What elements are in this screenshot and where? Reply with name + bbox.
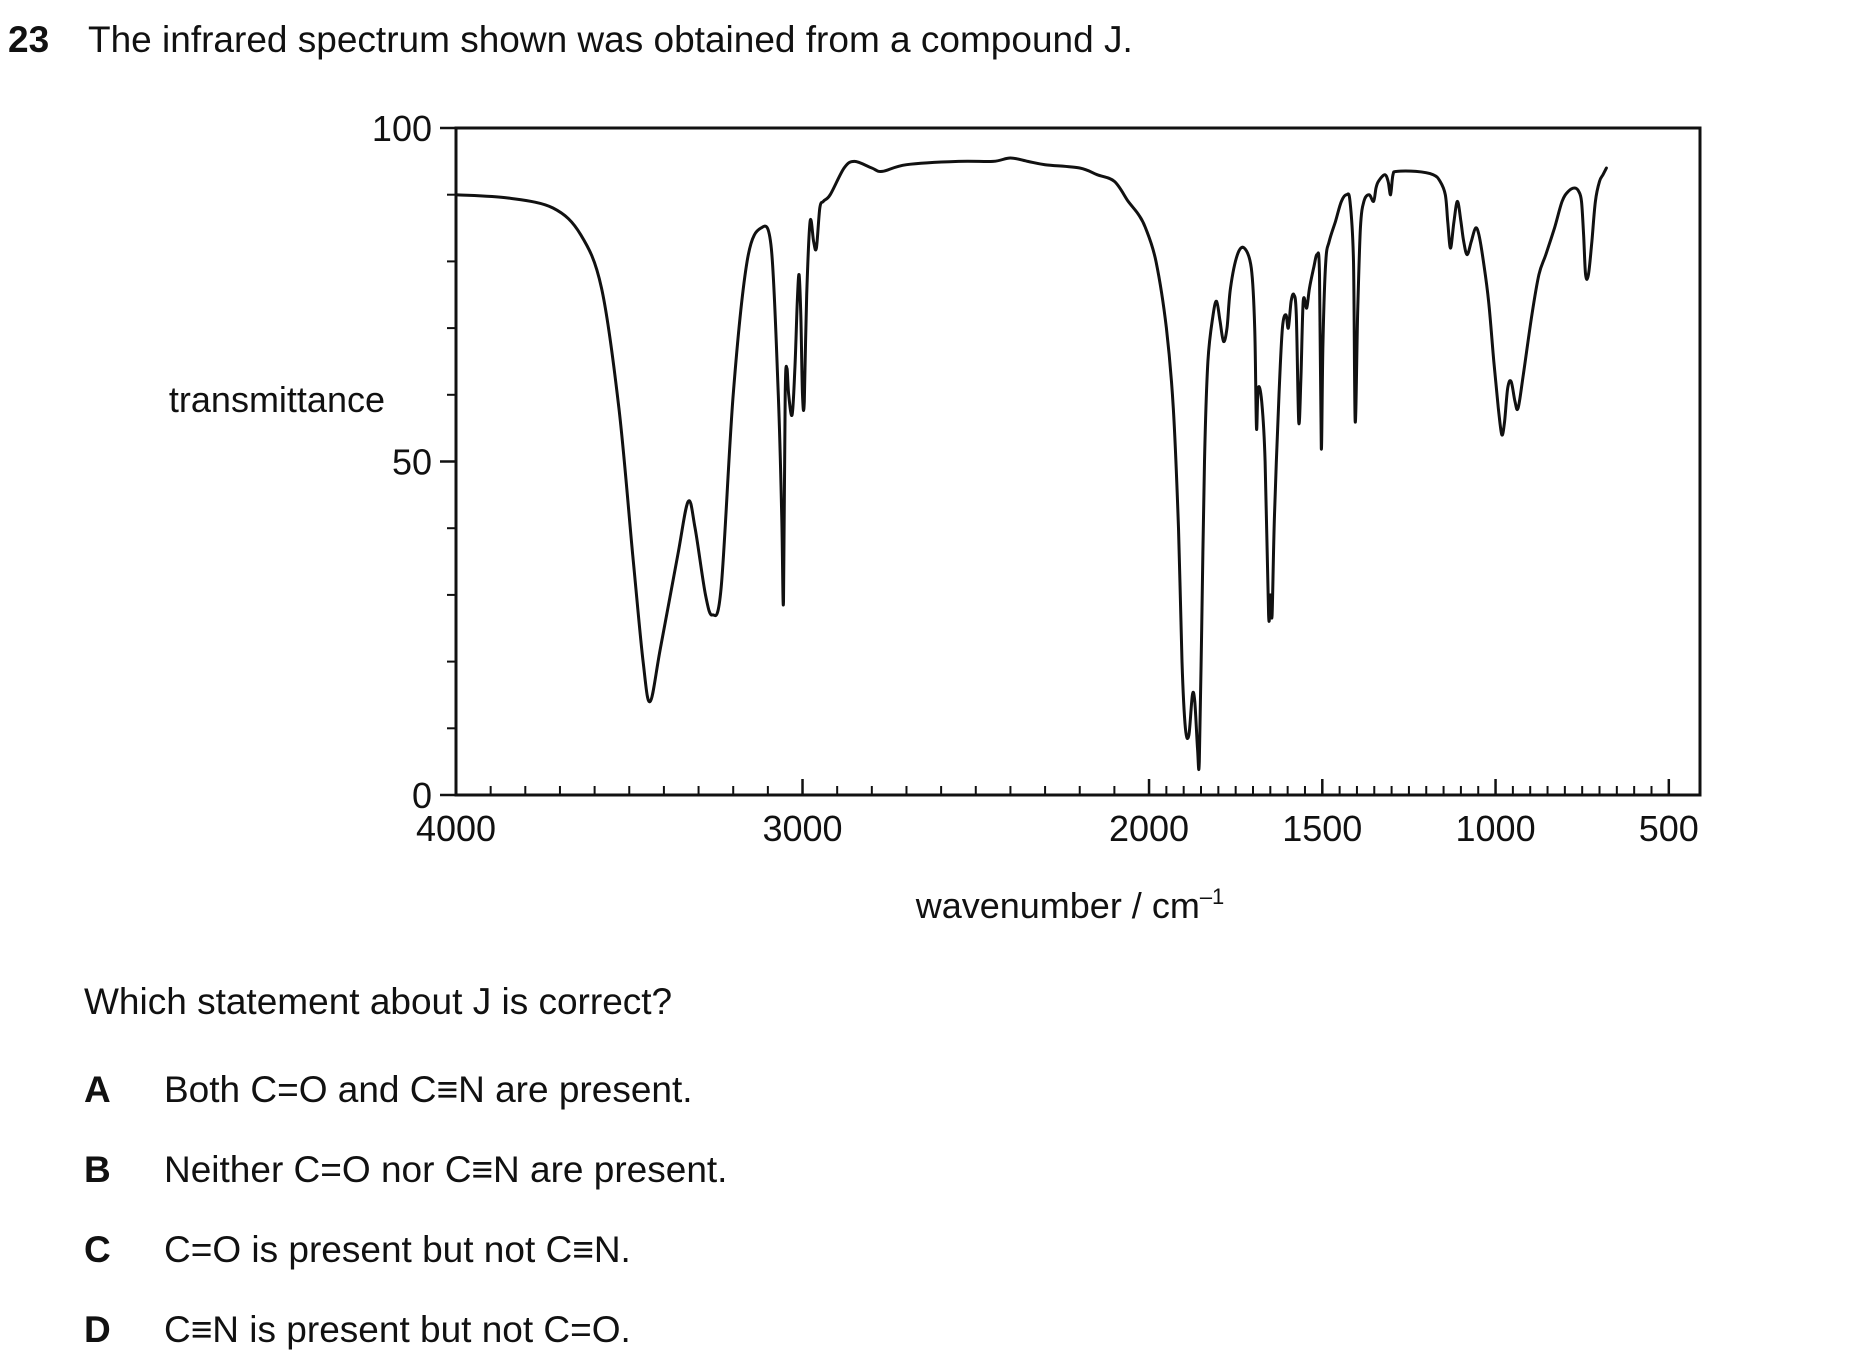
option-c-text: C=O is present but not C≡N. [164,1229,631,1270]
question-number: 23 [8,19,50,60]
question-header: 23 The infrared spectrum shown was obtain… [8,14,1133,66]
x-tick-label: 1000 [1456,808,1536,849]
axis-ticks [440,126,1671,797]
x-tick-label: 500 [1639,808,1699,849]
option-d-letter: D [84,1309,111,1350]
spectrum-trace [454,156,1608,771]
x-tick-label: 2000 [1109,808,1189,849]
option-b-letter: B [84,1149,111,1190]
option-b[interactable]: B Neither C=O nor C≡N are present. [84,1144,727,1196]
y-tick-label: 0 [412,775,432,816]
option-a-text: Both C=O and C≡N are present. [164,1069,693,1110]
question-prompt: Which statement about J is correct? [84,981,673,1022]
option-b-text: Neither C=O nor C≡N are present. [164,1149,728,1190]
x-axis-label-text: wavenumber / cm [915,885,1200,926]
x-axis-label: wavenumber / cm–1 [915,884,1225,926]
option-c[interactable]: C C=O is present but not C≡N. [84,1224,631,1276]
y-tick-label: 50 [392,442,432,483]
y-axis-label: transmittance [169,379,385,420]
series-layer [454,156,1608,771]
x-tick-label: 3000 [762,808,842,849]
option-c-letter: C [84,1229,111,1270]
ir-spectrum-chart: 4000 3000 2000 1500 1000 500 0 50 100 transmitta… [169,108,1702,926]
question-stem: The infrared spectrum shown was obtained… [88,19,1133,60]
y-tick-label: 100 [372,108,432,149]
option-a-letter: A [84,1069,111,1110]
option-a[interactable]: A Both C=O and C≡N are present. [84,1064,693,1116]
option-d[interactable]: D C≡N is present but not C=O. [84,1304,631,1356]
axis-tick-labels: 4000 3000 2000 1500 1000 500 0 50 100 [372,108,1699,849]
x-tick-label: 4000 [416,808,496,849]
x-tick-label: 1500 [1282,808,1362,849]
axes [454,126,1702,797]
plot-frame [454,126,1702,797]
x-axis-label-superscript: –1 [1200,884,1224,909]
option-d-text: C≡N is present but not C=O. [164,1309,631,1350]
